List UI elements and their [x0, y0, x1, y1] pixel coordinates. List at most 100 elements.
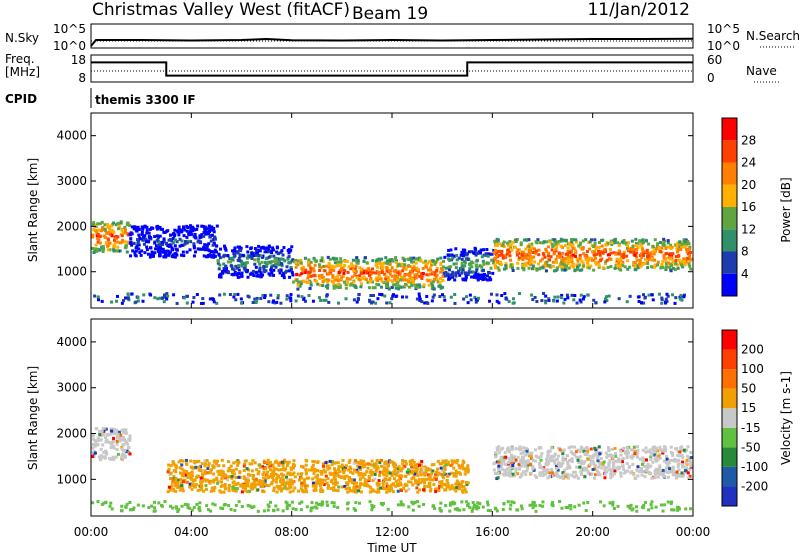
echo-cell	[330, 501, 334, 505]
echo-cell	[186, 225, 190, 229]
echo-cell	[347, 461, 351, 465]
echo-cell	[402, 285, 406, 289]
echo-cell	[512, 474, 516, 478]
echo-cell	[472, 503, 476, 507]
echo-cell	[446, 474, 450, 478]
echo-cell	[368, 500, 372, 504]
echo-cell	[257, 248, 261, 252]
freq-tick-low: 8	[78, 71, 86, 85]
echo-cell	[508, 239, 512, 243]
echo-cell	[523, 252, 527, 256]
echo-cell	[641, 249, 645, 253]
echo-cell	[373, 477, 377, 481]
echo-cell	[289, 296, 293, 300]
echo-cell	[650, 265, 654, 269]
echo-cell	[439, 270, 443, 274]
echo-cell	[663, 244, 667, 248]
echo-cell	[190, 483, 194, 487]
echo-cell	[313, 467, 317, 471]
echo-cell	[365, 482, 369, 486]
echo-cell	[166, 294, 170, 298]
echo-cell	[243, 264, 247, 268]
echo-cell	[462, 508, 466, 512]
echo-cell	[311, 299, 315, 303]
echo-cell	[370, 463, 374, 467]
echo-cell	[487, 271, 491, 275]
echo-cell	[573, 470, 577, 474]
echo-cell	[215, 224, 219, 228]
echo-cell	[617, 466, 621, 470]
echo-cell	[579, 471, 583, 475]
echo-cell	[311, 484, 315, 488]
echo-cell	[554, 473, 558, 477]
echo-cell	[329, 271, 333, 275]
echo-cell	[644, 446, 648, 450]
echo-cell	[505, 252, 509, 256]
echo-cell	[586, 447, 590, 451]
echo-cell	[412, 256, 416, 260]
echo-cell	[499, 263, 503, 267]
echo-cell	[331, 460, 335, 464]
echo-cell	[344, 487, 348, 491]
echo-cell	[128, 500, 132, 504]
echo-cell	[240, 490, 244, 494]
echo-cell	[539, 446, 543, 450]
echo-cell	[454, 262, 458, 266]
echo-cell	[442, 295, 446, 299]
echo-cell	[337, 470, 341, 474]
echo-cell	[447, 265, 451, 269]
echo-cell	[96, 500, 100, 504]
echo-cell	[431, 478, 435, 482]
echo-cell	[337, 467, 341, 471]
echo-cell	[647, 465, 651, 469]
echo-cell	[180, 483, 184, 487]
echo-cell	[289, 466, 293, 470]
echo-cell	[280, 487, 284, 491]
echo-cell	[347, 265, 351, 269]
echo-cell	[135, 244, 139, 248]
echo-cell	[416, 465, 420, 469]
echo-cell	[175, 301, 179, 305]
echo-cell	[314, 484, 318, 488]
echo-cell	[673, 457, 677, 461]
echo-cell	[230, 272, 234, 276]
echo-cell	[671, 453, 675, 457]
echo-cell	[385, 269, 389, 273]
echo-cell	[523, 256, 527, 260]
echo-cell	[582, 466, 586, 470]
echo-cell	[432, 463, 436, 467]
echo-cell	[104, 241, 108, 245]
echo-cell	[156, 297, 160, 301]
echo-cell	[443, 467, 447, 471]
echo-cell	[525, 238, 529, 242]
echo-cell	[453, 507, 457, 511]
echo-cell	[660, 301, 664, 305]
echo-cell	[585, 255, 589, 259]
echo-cell	[362, 275, 366, 279]
echo-cell	[399, 500, 403, 504]
echo-cell	[502, 456, 506, 460]
echo-cell	[582, 447, 586, 451]
echo-cell	[650, 453, 654, 457]
echo-cell	[566, 462, 570, 466]
echo-cell	[393, 477, 397, 481]
echo-cell	[576, 259, 580, 263]
echo-cell	[334, 488, 338, 492]
echo-cell	[388, 261, 392, 265]
echo-cell	[93, 249, 97, 253]
echo-cell	[524, 261, 528, 265]
echo-cell	[266, 458, 270, 462]
echo-cell	[281, 461, 285, 465]
echo-cell	[300, 482, 304, 486]
echo-cell	[309, 274, 313, 278]
echo-cell	[492, 251, 496, 255]
echo-cell	[177, 228, 181, 232]
echo-cell	[336, 274, 340, 278]
echo-cell	[212, 227, 216, 231]
echo-cell	[603, 261, 607, 265]
echo-cell	[98, 248, 102, 252]
echo-cell	[314, 501, 318, 505]
echo-cell	[115, 294, 119, 298]
echo-cell	[514, 467, 518, 471]
